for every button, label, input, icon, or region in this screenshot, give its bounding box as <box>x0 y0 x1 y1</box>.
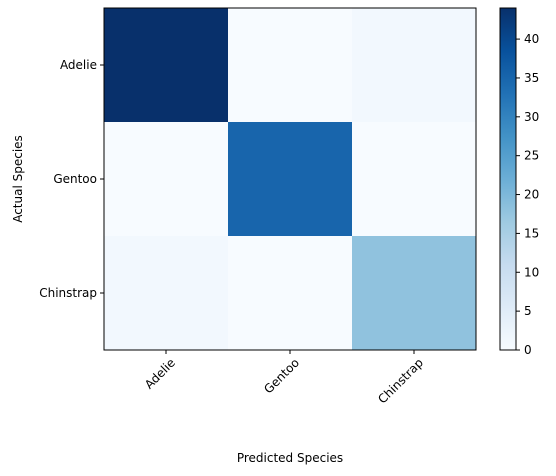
colorbar-tick-label: 10 <box>524 265 539 279</box>
colorbar-tick-label: 15 <box>524 226 539 240</box>
colorbar-tick-label: 40 <box>524 32 539 46</box>
colorbar-ticks: 0 5 10 15 20 25 30 35 40 <box>516 32 539 357</box>
y-axis-label: Actual Species <box>11 135 25 223</box>
y-axis-ticks: Adelie Gentoo Chinstrap <box>39 58 104 300</box>
x-tick-label: Adelie <box>142 356 178 392</box>
heatmap-cell-chinstrap-chinstrap <box>352 236 477 351</box>
heatmap-cell-chinstrap-adelie <box>104 236 229 351</box>
heatmap-cell-adelie-chinstrap <box>352 8 477 123</box>
colorbar-tick-label: 0 <box>524 343 532 357</box>
heatmap-cell-gentoo-gentoo <box>228 122 353 237</box>
x-axis-ticks: Adelie Gentoo Chinstrap <box>142 350 426 406</box>
colorbar-tick-label: 20 <box>524 188 539 202</box>
colorbar-tick-label: 35 <box>524 71 539 85</box>
y-tick-label: Gentoo <box>53 172 97 186</box>
x-tick-label: Chinstrap <box>375 356 426 407</box>
y-tick-label: Chinstrap <box>39 286 97 300</box>
heatmap-cell-chinstrap-gentoo <box>228 236 353 351</box>
heatmap-cell-adelie-adelie <box>104 8 229 123</box>
colorbar <box>499 7 517 351</box>
x-axis-label: Predicted Species <box>237 451 343 465</box>
x-tick-label: Gentoo <box>261 356 302 397</box>
y-tick-label: Adelie <box>60 58 97 72</box>
heatmap-cell-gentoo-adelie <box>104 122 229 237</box>
colorbar-tick-label: 5 <box>524 304 532 318</box>
heatmap-cells <box>104 8 477 351</box>
colorbar-tick-label: 25 <box>524 149 539 163</box>
heatmap-cell-gentoo-chinstrap <box>352 122 477 237</box>
heatmap-cell-adelie-gentoo <box>228 8 353 123</box>
colorbar-tick-label: 30 <box>524 110 539 124</box>
